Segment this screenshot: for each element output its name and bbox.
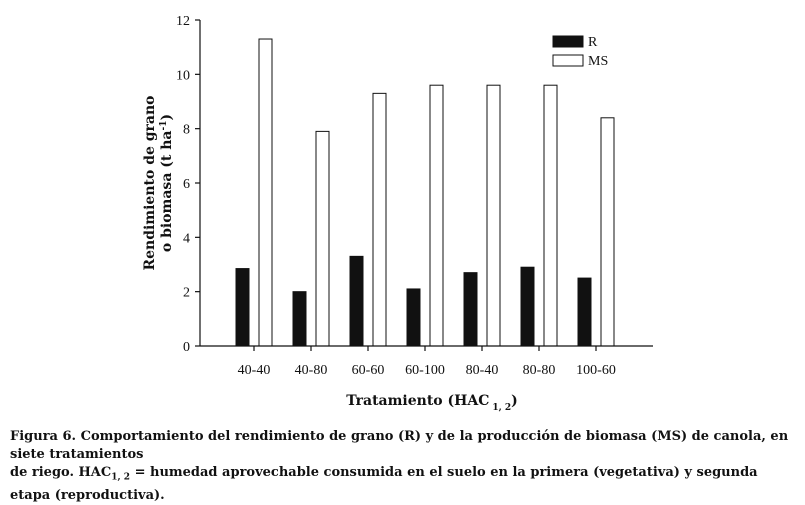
bar-ms-80-80 (543, 84, 558, 347)
y-tick-label: 8 (183, 123, 190, 138)
x-tick-label: 80-40 (466, 363, 499, 378)
bar-ms-100-60 (600, 117, 615, 347)
legend: R MS (552, 35, 608, 69)
bar-ms-60-100 (429, 84, 444, 347)
bar-r-40-40 (235, 268, 250, 347)
bar-chart: 0 2 4 6 8 10 12 40-40 40-80 60-60 60-100 80-40 80-8… (142, 14, 653, 413)
y-axis-title-line2-end: ) (159, 114, 175, 121)
y-tick-label: 6 (183, 177, 190, 192)
bar-r-40-80 (292, 291, 307, 347)
y-tick-label: 2 (183, 286, 190, 301)
y-tick-label: 0 (183, 340, 190, 355)
caption-line-2-start: de riego. HAC (10, 465, 112, 480)
y-axis-title: Rendimiento de grano (142, 95, 158, 270)
bar-r-80-80 (520, 266, 535, 347)
x-axis-title-end: ) (511, 393, 518, 409)
legend-label-r: R (588, 35, 598, 50)
y-tick-label: 10 (176, 68, 190, 83)
x-tick-label: 40-80 (295, 363, 328, 378)
bar-r-60-60 (349, 255, 364, 347)
bar-r-60-100 (406, 288, 421, 347)
bar-ms-40-40 (258, 38, 273, 347)
y-tick-label: 4 (183, 231, 190, 246)
bar-r-80-40 (463, 272, 478, 347)
x-axis-title-sub: 1, 2 (492, 403, 511, 413)
bar-r-100-60 (577, 277, 592, 347)
y-axis-title-line2-sup: -1 (159, 121, 169, 131)
x-tick-label: 100-60 (576, 363, 616, 378)
caption-line-2-sub: 1, 2 (111, 472, 131, 483)
caption-line-1: Figura 6. Comportamiento del rendimiento… (10, 429, 789, 462)
x-axis-title-main: Tratamiento (HAC (346, 393, 489, 409)
caption-line-2-end: = humedad aprovechable consumida en el s… (10, 465, 758, 503)
bar-ms-40-80 (315, 130, 330, 347)
x-tick-label: 80-80 (523, 363, 556, 378)
x-ticks: 40-40 40-80 60-60 60-100 80-40 80-80 100-60 (238, 346, 616, 378)
bar-ms-60-60 (372, 92, 387, 347)
legend-label-ms: MS (588, 54, 608, 69)
plot-area (235, 38, 615, 347)
y-ticks: 0 2 4 6 8 10 12 (176, 14, 200, 355)
x-tick-label: 60-100 (405, 363, 445, 378)
figure-caption: Figura 6. Comportamiento del rendimiento… (10, 428, 800, 505)
y-axis-title-line2: o biomasa (t ha-1) (159, 114, 175, 252)
y-axis-title-line2-main: o biomasa (t ha (159, 131, 175, 253)
bar-ms-80-40 (486, 84, 501, 347)
legend-swatch-r (552, 35, 584, 48)
x-tick-label: 40-40 (238, 363, 271, 378)
legend-swatch-ms (552, 54, 584, 67)
y-tick-label: 12 (176, 14, 190, 29)
x-tick-label: 60-60 (352, 363, 385, 378)
x-axis-title: Tratamiento (HAC 1, 2) (346, 393, 518, 413)
